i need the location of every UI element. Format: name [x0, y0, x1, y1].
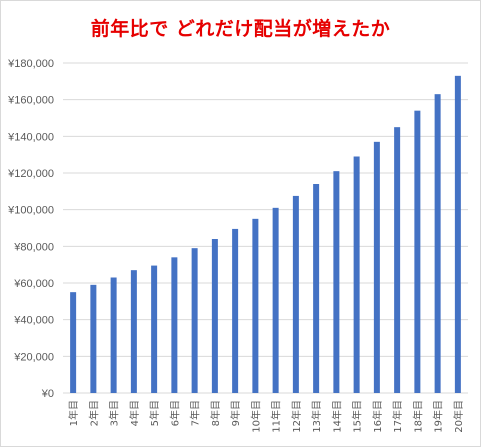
bar	[434, 94, 441, 394]
x-tick-label: 8年目	[209, 400, 222, 426]
y-axis-tick-labels: ¥0 ¥20,000 ¥40,000 ¥60,000 ¥80,000 ¥100,000 ¥1…	[7, 58, 54, 400]
bar	[353, 156, 360, 393]
y-tick-label: ¥0	[41, 388, 54, 400]
gridlines	[63, 62, 468, 394]
x-tick-label: 15年目	[351, 400, 364, 433]
bar	[394, 127, 401, 394]
x-tick-label: 1年目	[67, 400, 80, 426]
bar	[211, 239, 218, 393]
y-tick-label: ¥20,000	[13, 351, 54, 363]
x-tick-label: 20年目	[452, 400, 465, 433]
y-tick-label: ¥80,000	[13, 241, 54, 253]
chart-title: 前年比で どれだけ配当が増えたか	[90, 18, 391, 40]
x-tick-label: 9年目	[229, 400, 242, 426]
y-tick-label: ¥60,000	[13, 278, 54, 290]
bar	[414, 110, 421, 394]
x-tick-label: 12年目	[290, 400, 303, 433]
y-tick-label: ¥120,000	[7, 168, 54, 180]
bar	[171, 257, 178, 393]
y-tick-label: ¥180,000	[7, 58, 54, 70]
x-tick-label: 3年目	[108, 400, 121, 426]
x-tick-label: 14年目	[330, 400, 343, 433]
x-tick-label: 11年目	[270, 400, 283, 433]
y-tick-label: ¥160,000	[7, 95, 54, 107]
x-tick-label: 4年目	[128, 400, 141, 426]
x-tick-label: 10年目	[249, 400, 262, 433]
bar	[272, 207, 279, 393]
x-tick-label: 17年目	[391, 400, 404, 433]
x-tick-label: 5年目	[148, 400, 161, 426]
bar	[151, 265, 158, 393]
bar	[313, 184, 320, 393]
y-tick-label: ¥100,000	[7, 205, 54, 217]
bar	[232, 228, 239, 393]
bar	[373, 141, 380, 393]
x-tick-label: 2年目	[87, 400, 100, 426]
bars	[70, 75, 461, 394]
bar	[70, 292, 77, 393]
bar	[292, 195, 299, 393]
x-tick-label: 7年目	[189, 400, 202, 426]
x-tick-label: 18年目	[411, 400, 424, 433]
bar	[333, 171, 340, 393]
x-axis-tick-labels: 1年目 2年目 3年目 4年目 5年目 6年目 7年目 8年目 9年目 10年目 11年目 12年目 1…	[67, 400, 465, 433]
x-tick-label: 13年目	[310, 400, 323, 433]
x-tick-label: 6年目	[168, 400, 181, 426]
bar	[191, 248, 198, 393]
bar	[252, 218, 259, 393]
bar	[454, 75, 461, 393]
bar	[90, 284, 97, 393]
y-tick-label: ¥140,000	[7, 131, 54, 143]
x-tick-label: 19年目	[432, 400, 445, 433]
bar	[110, 277, 117, 393]
x-tick-label: 16年目	[371, 400, 384, 433]
y-tick-label: ¥40,000	[13, 315, 54, 327]
bar	[130, 270, 137, 393]
